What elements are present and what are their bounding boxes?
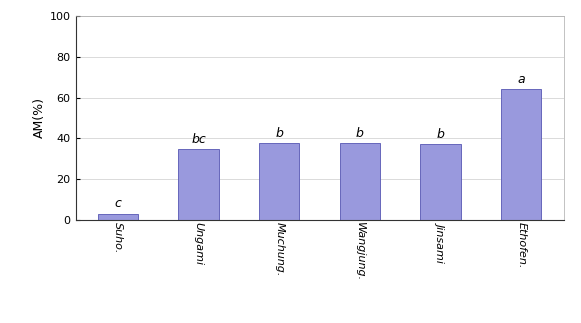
Bar <box>98 214 138 220</box>
Text: a: a <box>518 73 525 86</box>
Text: b: b <box>356 127 364 140</box>
Bar <box>501 89 541 220</box>
Text: c: c <box>114 197 121 211</box>
Bar <box>340 143 380 220</box>
Bar <box>178 150 218 220</box>
Bar <box>259 143 299 220</box>
Text: b: b <box>275 127 283 140</box>
Bar <box>421 144 461 220</box>
Y-axis label: AM(%): AM(%) <box>33 98 45 138</box>
Text: bc: bc <box>191 133 206 146</box>
Text: b: b <box>436 128 444 141</box>
